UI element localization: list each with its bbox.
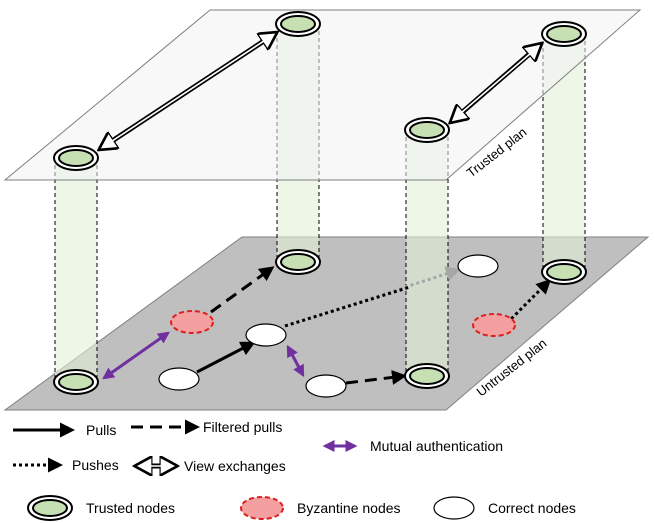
view-exchange-arrows [100,33,541,149]
byzantine-node [472,313,516,337]
legend-correct-node-symbol [433,496,475,520]
trusted-node [541,259,587,285]
push-arrow [284,285,411,328]
correct-node [158,367,200,391]
trusted-node [53,145,99,171]
filtered-pull-arrow [345,369,407,385]
legend-byzantine-nodes-label: Byzantine nodes [297,500,401,516]
pillar [55,158,97,382]
mutual-auth-arrow [102,331,170,380]
trusted-node [53,369,99,395]
push-arrow [505,278,552,325]
filtered-pull-arrow [210,266,275,314]
byzantine-node [170,310,214,334]
legend-byzantine-node-symbol [240,496,284,520]
untrusted-arrows [102,266,552,385]
legend-correct-nodes-label: Correct nodes [488,500,576,516]
correct-node [245,323,287,347]
correct-node [305,374,347,398]
legend-trusted-nodes-label: Trusted nodes [86,500,175,516]
legend-view-exchanges-label: View exchanges [184,458,286,474]
pull-arrow [196,341,256,374]
legend-trusted-node-symbol [27,495,73,521]
trusted-node [404,363,450,389]
mutual-auth-arrow [286,344,305,378]
legend-pulls-label: Pulls [86,422,116,438]
legend-mutual-auth-label: Mutual authentication [370,438,503,454]
trusted-node [275,11,321,37]
nodes [53,11,587,398]
trusted-node [275,249,321,275]
legend: Pulls Filtered pulls Mutual authenticati… [13,419,576,521]
trusted-node [541,21,587,47]
trusted-node [404,117,450,143]
legend-pushes-label: Pushes [72,457,119,473]
legend-filtered-pulls-label: Filtered pulls [203,419,282,435]
correct-node [457,254,499,278]
